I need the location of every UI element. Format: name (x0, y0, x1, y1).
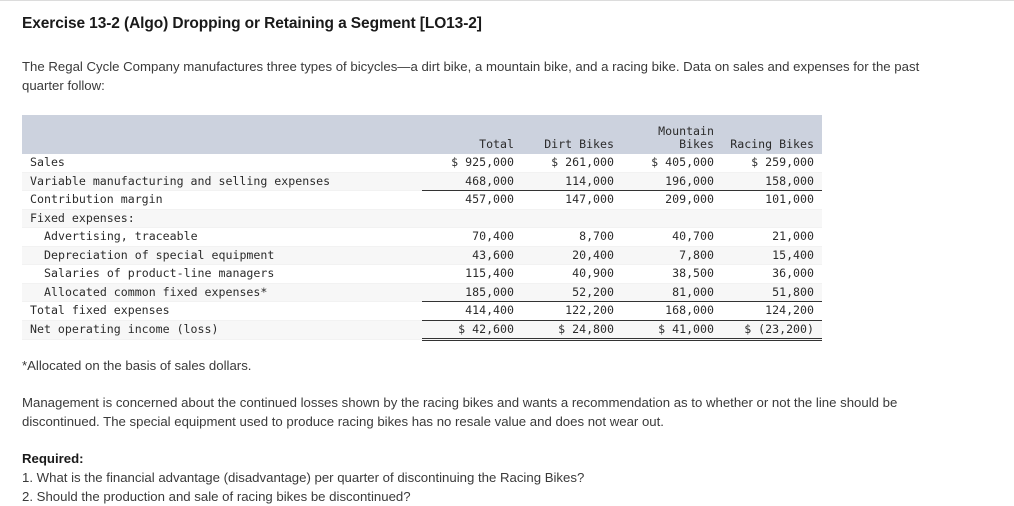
table-row: Allocated common fixed expenses* 185,000… (22, 283, 822, 302)
cell-total-fixed-mountain: 168,000 (622, 301, 722, 321)
cell-total-fixed-total: 414,400 (422, 301, 522, 321)
table-row: Total fixed expenses 414,400 122,200 168… (22, 301, 822, 321)
cell-fixed-heading-racing (722, 209, 822, 228)
cell-depreciation-dirt: 20,400 (522, 246, 622, 265)
table-footnote: *Allocated on the basis of sales dollars… (22, 358, 252, 373)
cell-fixed-heading-mountain (622, 209, 722, 228)
cell-advertising-dirt: 8,700 (522, 227, 622, 247)
cell-allocated-dirt: 52,200 (522, 283, 622, 302)
table-row: Net operating income (loss) $ 42,600 $ 2… (22, 320, 822, 341)
cell-total-fixed-racing: 124,200 (722, 301, 822, 321)
row-label-net-operating-income: Net operating income (loss) (22, 320, 422, 340)
cell-sales-dirt: $ 261,000 (522, 154, 622, 173)
table-row: Advertising, traceable 70,400 8,700 40,7… (22, 227, 822, 247)
table-row: Salaries of product-line managers 115,40… (22, 264, 822, 284)
cell-allocated-total: 185,000 (422, 283, 522, 302)
table-header-row: Total Dirt Bikes Mountain Bikes Racing B… (22, 115, 822, 154)
row-label-contribution-margin: Contribution margin (22, 190, 422, 210)
row-label-sales: Sales (22, 154, 422, 173)
cell-salaries-total: 115,400 (422, 264, 522, 284)
management-paragraph: Management is concerned about the contin… (22, 395, 898, 429)
required-item-2: 2. Should the production and sale of rac… (22, 489, 411, 504)
cell-contribution-racing: 101,000 (722, 190, 822, 210)
cell-salaries-racing: 36,000 (722, 264, 822, 284)
table-row: Depreciation of special equipment 43,600… (22, 246, 822, 265)
cell-fixed-heading-dirt (522, 209, 622, 228)
required-section: Required: 1. What is the financial advan… (22, 449, 992, 506)
cell-contribution-dirt: 147,000 (522, 190, 622, 210)
cell-allocated-racing: 51,800 (722, 283, 822, 302)
cell-variable-racing: 158,000 (722, 172, 822, 191)
mountain-header-line1: Mountain (658, 124, 714, 138)
row-label-fixed-expenses-heading: Fixed expenses: (22, 209, 422, 228)
column-header-total: Total (422, 115, 522, 154)
cell-sales-total: $ 925,000 (422, 154, 522, 173)
table-row: Contribution margin 457,000 147,000 209,… (22, 190, 822, 210)
cell-salaries-dirt: 40,900 (522, 264, 622, 284)
mountain-header-line2: Bikes (679, 137, 714, 151)
cell-contribution-total: 457,000 (422, 190, 522, 210)
cell-contribution-mountain: 209,000 (622, 190, 722, 210)
cell-advertising-mountain: 40,700 (622, 227, 722, 247)
column-header-racing-bikes: Racing Bikes (722, 115, 822, 154)
table-header: Total Dirt Bikes Mountain Bikes Racing B… (22, 115, 822, 154)
cell-sales-racing: $ 259,000 (722, 154, 822, 173)
cell-variable-total: 468,000 (422, 172, 522, 191)
row-label-variable-expenses: Variable manufacturing and selling expen… (22, 172, 422, 191)
column-header-mountain-bikes: Mountain Bikes (622, 115, 722, 154)
row-label-depreciation: Depreciation of special equipment (22, 246, 422, 265)
page-title: Exercise 13-2 (Algo) Dropping or Retaini… (22, 15, 482, 32)
cell-variable-dirt: 114,000 (522, 172, 622, 191)
row-label-advertising: Advertising, traceable (22, 227, 422, 247)
cell-allocated-mountain: 81,000 (622, 283, 722, 302)
required-heading: Required: (22, 451, 84, 466)
cell-sales-mountain: $ 405,000 (622, 154, 722, 173)
cell-advertising-racing: 21,000 (722, 227, 822, 247)
required-item-1: 1. What is the financial advantage (disa… (22, 470, 585, 485)
column-header-dirt-bikes: Dirt Bikes (522, 115, 622, 154)
segmented-income-statement-table: Total Dirt Bikes Mountain Bikes Racing B… (22, 115, 822, 341)
table-row: Fixed expenses: (22, 209, 822, 228)
cell-net-income-total: $ 42,600 (422, 320, 522, 341)
cell-depreciation-total: 43,600 (422, 246, 522, 265)
row-label-salaries: Salaries of product-line managers (22, 264, 422, 284)
cell-net-income-dirt: $ 24,800 (522, 320, 622, 341)
cell-depreciation-mountain: 7,800 (622, 246, 722, 265)
cell-net-income-mountain: $ 41,000 (622, 320, 722, 341)
cell-advertising-total: 70,400 (422, 227, 522, 247)
intro-paragraph: The Regal Cycle Company manufactures thr… (22, 59, 920, 93)
table-row: Sales $ 925,000 $ 261,000 $ 405,000 $ 25… (22, 154, 822, 173)
exercise-page: Exercise 13-2 (Algo) Dropping or Retaini… (0, 15, 1014, 506)
financial-table-container: Total Dirt Bikes Mountain Bikes Racing B… (22, 115, 822, 341)
cell-fixed-heading-total (422, 209, 522, 228)
column-header-label (22, 115, 422, 154)
cell-depreciation-racing: 15,400 (722, 246, 822, 265)
cell-net-income-racing: $ (23,200) (722, 320, 822, 341)
table-row: Variable manufacturing and selling expen… (22, 172, 822, 191)
cell-total-fixed-dirt: 122,200 (522, 301, 622, 321)
table-body: Sales $ 925,000 $ 261,000 $ 405,000 $ 25… (22, 154, 822, 341)
row-label-allocated-common: Allocated common fixed expenses* (22, 283, 422, 302)
row-label-total-fixed-expenses: Total fixed expenses (22, 301, 422, 321)
cell-salaries-mountain: 38,500 (622, 264, 722, 284)
cell-variable-mountain: 196,000 (622, 172, 722, 191)
